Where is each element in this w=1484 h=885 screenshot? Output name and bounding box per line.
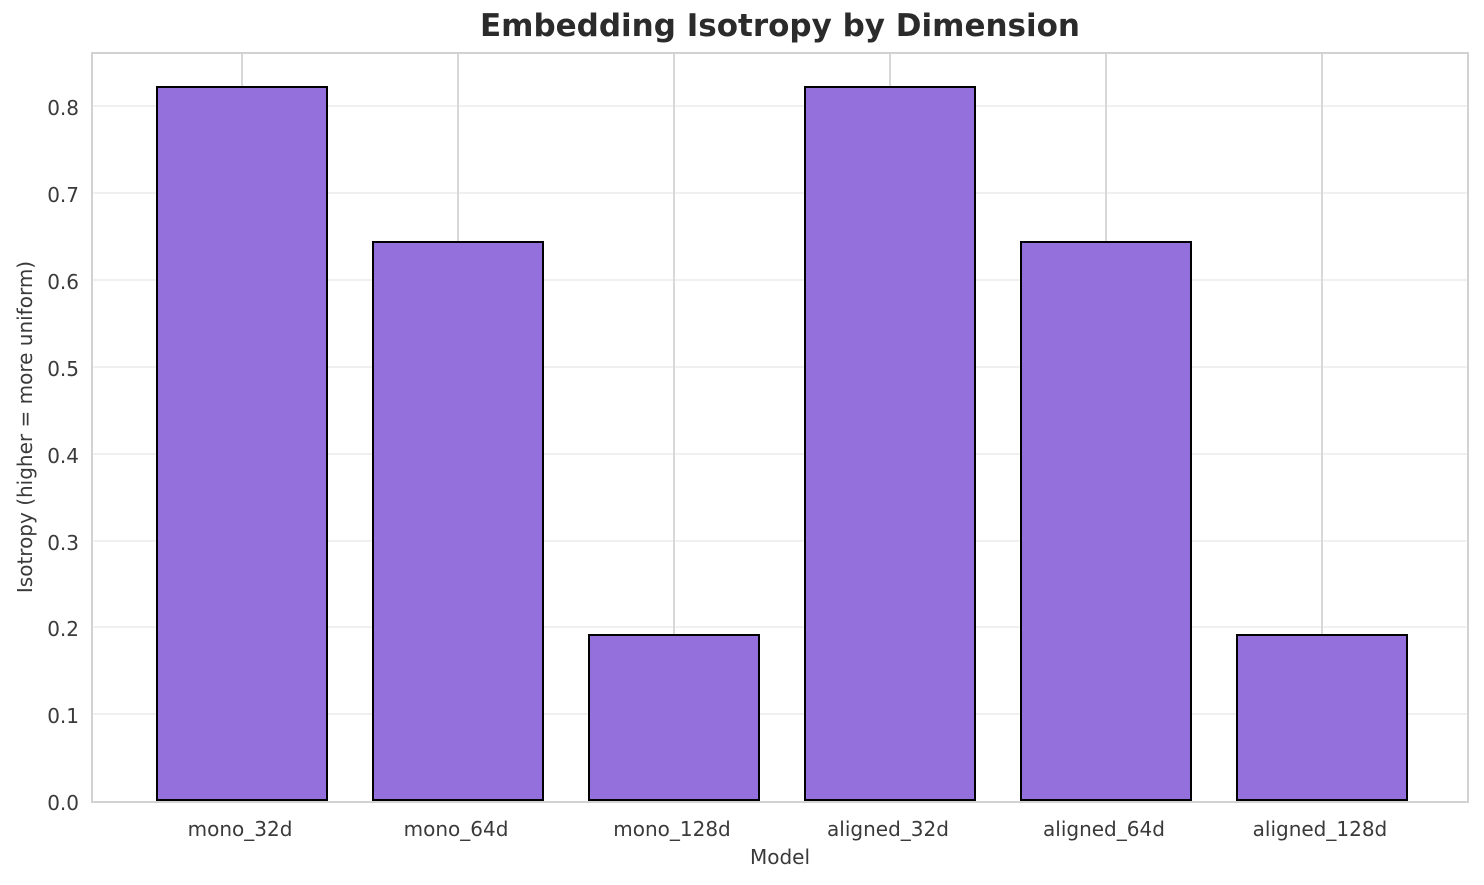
x-gridline — [673, 54, 675, 801]
y-tick-label: 0.0 — [47, 791, 79, 815]
x-tick-label: aligned_64d — [1043, 817, 1165, 841]
bar-aligned_32d — [803, 85, 977, 801]
y-gridline — [93, 452, 1467, 455]
bar-mono_128d — [587, 634, 761, 801]
y-tick-label: 0.5 — [47, 356, 79, 381]
chart-title: Embedding Isotropy by Dimension — [479, 8, 1081, 44]
y-tick-label: 0.6 — [47, 270, 79, 295]
y-tick-label: 0.2 — [47, 617, 79, 642]
x-tick-label: aligned_128d — [1252, 817, 1388, 841]
y-gridline — [93, 365, 1467, 368]
y-tick-label: 0.8 — [47, 96, 79, 121]
plot-area — [91, 52, 1469, 803]
x-tick-label: aligned_32d — [827, 817, 949, 841]
y-gridline — [93, 713, 1467, 716]
bar-mono_64d — [371, 241, 545, 801]
y-tick-label: 0.4 — [47, 443, 79, 468]
bar-aligned_128d — [1235, 634, 1409, 801]
y-gridline — [93, 279, 1467, 282]
x-tick-label: mono_128d — [613, 817, 731, 841]
y-tick-label: 0.3 — [47, 530, 79, 555]
y-gridline — [93, 626, 1467, 629]
y-gridline — [93, 192, 1467, 195]
x-tick-label: mono_32d — [187, 817, 293, 841]
x-tick-label: mono_64d — [403, 817, 509, 841]
x-axis-label: Model — [749, 845, 811, 869]
bar-mono_32d — [155, 85, 329, 801]
y-gridline — [93, 539, 1467, 542]
y-tick-label: 0.1 — [47, 704, 79, 729]
bar-aligned_64d — [1019, 241, 1193, 801]
y-gridline — [93, 105, 1467, 108]
y-tick-label: 0.7 — [47, 183, 79, 208]
x-gridline — [1320, 54, 1323, 801]
